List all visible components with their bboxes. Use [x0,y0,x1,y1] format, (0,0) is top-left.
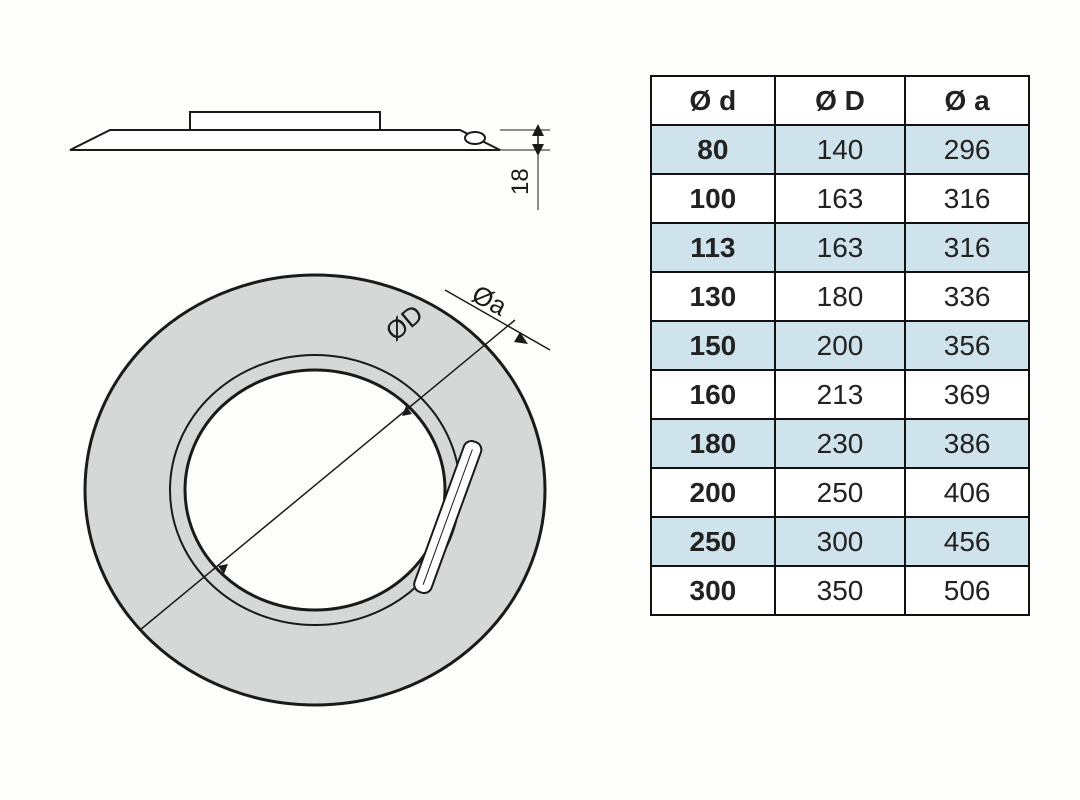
table-row: 80140296 [651,125,1029,174]
table-cell: 250 [775,468,905,517]
table-cell: 163 [775,223,905,272]
table-cell: 213 [775,370,905,419]
table-header-row: Ø d Ø D Ø a [651,76,1029,125]
table-cell: 300 [651,566,775,615]
table-cell: 336 [905,272,1029,321]
table-cell: 163 [775,174,905,223]
table-cell: 180 [775,272,905,321]
table-cell: 300 [775,517,905,566]
table-cell: 113 [651,223,775,272]
table-cell: 130 [651,272,775,321]
table-cell: 456 [905,517,1029,566]
table-cell: 200 [775,321,905,370]
table-row: 300350506 [651,566,1029,615]
col-header-D: Ø D [775,76,905,125]
table-row: 250300456 [651,517,1029,566]
table-row: 100163316 [651,174,1029,223]
table-cell: 230 [775,419,905,468]
table-cell: 350 [775,566,905,615]
table-cell: 250 [651,517,775,566]
table-cell: 100 [651,174,775,223]
table-cell: 140 [775,125,905,174]
table-cell: 200 [651,468,775,517]
table-cell: 316 [905,223,1029,272]
col-header-a: Ø a [905,76,1029,125]
table-cell: 80 [651,125,775,174]
table-row: 200250406 [651,468,1029,517]
table-row: 180230386 [651,419,1029,468]
table-row: 130180336 [651,272,1029,321]
table-cell: 356 [905,321,1029,370]
dimensions-table-wrapper: Ø d Ø D Ø a 8014029610016331611316331613… [650,75,1030,616]
table-cell: 506 [905,566,1029,615]
table-row: 150200356 [651,321,1029,370]
dimensions-table: Ø d Ø D Ø a 8014029610016331611316331613… [650,75,1030,616]
diagram-area: 18 ØD Øa [40,60,600,740]
outer-dia-label: Øa [467,279,512,322]
table-cell: 180 [651,419,775,468]
table-cell: 160 [651,370,775,419]
table-cell: 316 [905,174,1029,223]
col-header-d: Ø d [651,76,775,125]
table-row: 160213369 [651,370,1029,419]
table-cell: 369 [905,370,1029,419]
table-cell: 406 [905,468,1029,517]
table-cell: 296 [905,125,1029,174]
table-cell: 150 [651,321,775,370]
top-view: ØD Øa [85,275,550,705]
technical-drawing: 18 ØD Øa [40,60,600,740]
table-row: 113163316 [651,223,1029,272]
height-label: 18 [507,168,534,195]
side-view: 18 [70,112,550,210]
table-cell: 386 [905,419,1029,468]
